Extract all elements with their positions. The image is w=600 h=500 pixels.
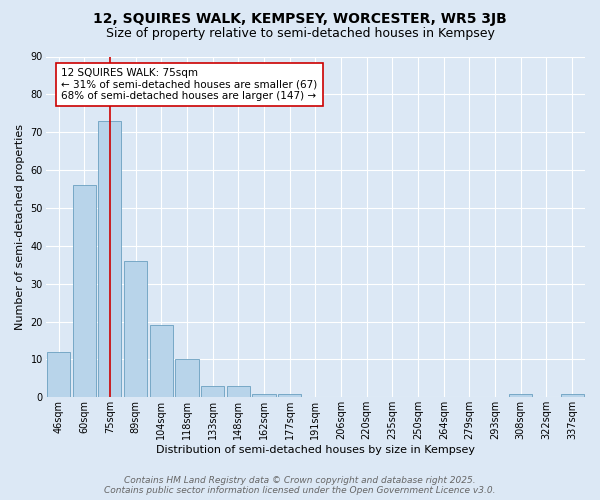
Bar [98, 121, 121, 398]
Bar [124, 261, 147, 398]
Y-axis label: Number of semi-detached properties: Number of semi-detached properties [15, 124, 25, 330]
Bar [73, 185, 96, 398]
X-axis label: Distribution of semi-detached houses by size in Kempsey: Distribution of semi-detached houses by … [156, 445, 475, 455]
Bar [509, 394, 532, 398]
Text: Contains HM Land Registry data © Crown copyright and database right 2025.
Contai: Contains HM Land Registry data © Crown c… [104, 476, 496, 495]
Text: 12 SQUIRES WALK: 75sqm
← 31% of semi-detached houses are smaller (67)
68% of sem: 12 SQUIRES WALK: 75sqm ← 31% of semi-det… [61, 68, 317, 101]
Bar [278, 394, 301, 398]
Text: Size of property relative to semi-detached houses in Kempsey: Size of property relative to semi-detach… [106, 28, 494, 40]
Bar [227, 386, 250, 398]
Bar [201, 386, 224, 398]
Bar [47, 352, 70, 398]
Bar [175, 360, 199, 398]
Bar [253, 394, 275, 398]
Bar [560, 394, 584, 398]
Bar [150, 326, 173, 398]
Text: 12, SQUIRES WALK, KEMPSEY, WORCESTER, WR5 3JB: 12, SQUIRES WALK, KEMPSEY, WORCESTER, WR… [93, 12, 507, 26]
